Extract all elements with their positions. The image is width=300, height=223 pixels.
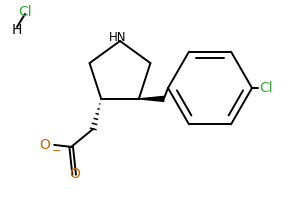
Text: O: O — [69, 167, 80, 181]
Text: HN: HN — [109, 31, 127, 44]
Text: Cl: Cl — [18, 5, 32, 19]
Polygon shape — [139, 96, 164, 101]
Text: −: − — [52, 146, 62, 156]
Text: Cl: Cl — [259, 81, 273, 95]
Text: H: H — [12, 23, 22, 37]
Text: O: O — [39, 138, 50, 152]
